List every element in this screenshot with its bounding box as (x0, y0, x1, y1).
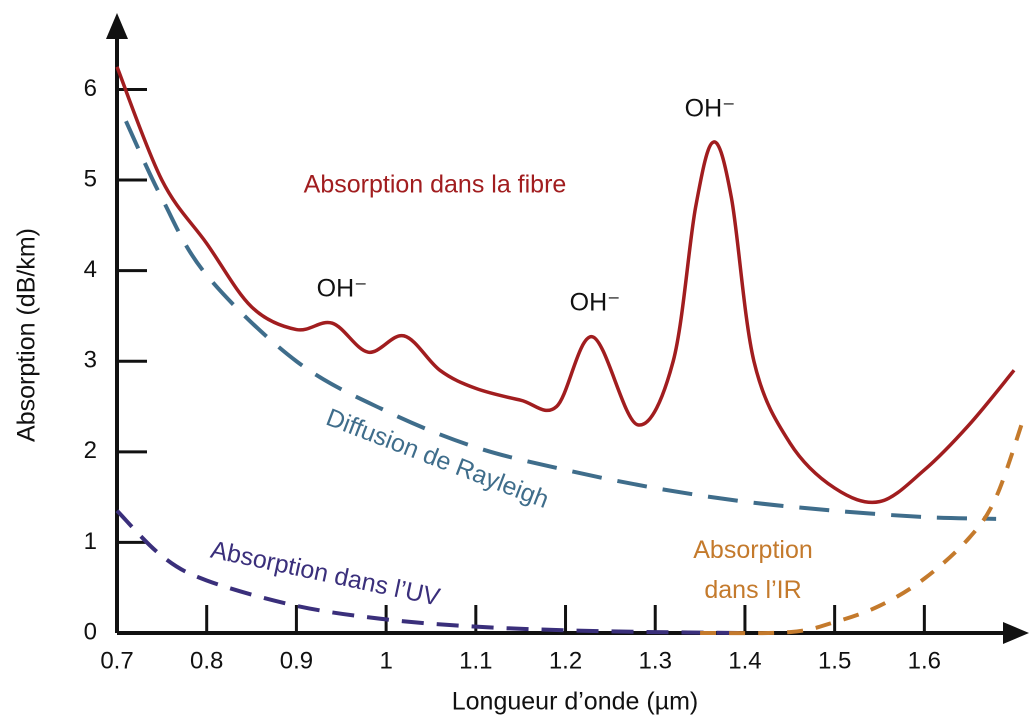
series-label: Absorption dans la fibre (304, 171, 567, 199)
x-tick-label: 1.4 (728, 647, 761, 674)
y-axis-label: Absorption (dB/km) (13, 228, 41, 442)
x-tick-label: 1.3 (639, 647, 672, 674)
series-label: Absorption dans l’UV (208, 536, 442, 612)
y-tick-label: 3 (84, 347, 97, 374)
annotation: OH⁻ (317, 275, 368, 303)
x-tick-label: 1.2 (549, 647, 582, 674)
y-tick-label: 1 (84, 528, 97, 555)
annotation: OH⁻ (570, 289, 621, 317)
x-axis-label: Longueur d’onde (µm) (452, 688, 699, 716)
y-tick-label: 0 (84, 618, 97, 645)
y-tick-label: 4 (84, 256, 97, 283)
x-tick-label: 1 (379, 647, 392, 674)
x-tick-label: 0.7 (100, 647, 133, 674)
x-tick-label: 1.6 (908, 647, 941, 674)
annotation: OH⁻ (685, 95, 736, 123)
series-line (115, 509, 745, 635)
y-tick-label: 2 (84, 437, 97, 464)
x-tick-label: 1.5 (818, 647, 851, 674)
y-axis-arrow (106, 13, 128, 39)
series-label-box: Absorption dans l’IR (693, 536, 813, 604)
series-label: Diffusion de Rayleigh (322, 403, 552, 514)
x-tick-label: 1.1 (459, 647, 492, 674)
series-line (115, 66, 1016, 505)
y-tick-label: 5 (84, 165, 97, 192)
x-tick-label: 0.9 (280, 647, 313, 674)
series-label: Absorption dans l’IR (693, 536, 813, 604)
x-axis-arrow (1003, 622, 1029, 644)
series-line (700, 419, 1025, 636)
x-tick-label: 0.8 (190, 647, 223, 674)
y-tick-label: 6 (84, 75, 97, 102)
series-line (124, 120, 997, 521)
